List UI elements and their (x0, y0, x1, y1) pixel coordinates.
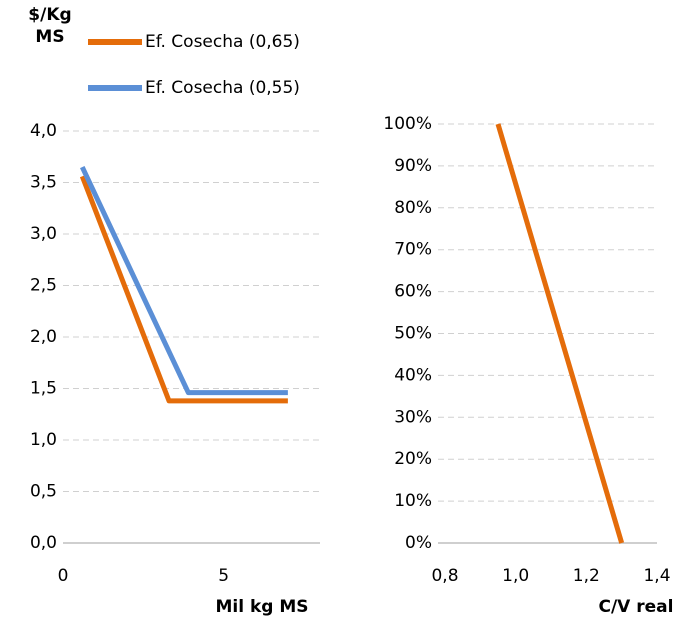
y-tick-label: 1,5 (30, 379, 57, 399)
line-series (495, 123, 625, 544)
x-tick-label: 5 (218, 566, 229, 586)
y-tick-label: 100% (383, 114, 432, 134)
y-tick-label: 70% (394, 240, 432, 260)
x-tick-label: 1,0 (502, 566, 529, 586)
y-tick-label: 4,0 (30, 121, 57, 141)
y-tick-label: 60% (394, 282, 432, 302)
x-tick-label: 1,4 (643, 566, 670, 586)
line-series (80, 165, 288, 396)
y-tick-label: 10% (394, 491, 432, 511)
y-tick-label: 3,5 (30, 173, 57, 193)
y-tick-label: 80% (394, 198, 432, 218)
legend-label: Ef. Cosecha (0,55) (145, 78, 300, 98)
y-tick-label: 0,5 (30, 482, 57, 502)
x-tick-label: 1,2 (573, 566, 600, 586)
x-axis-title: C/V real (599, 597, 674, 617)
y-tick-label: 40% (394, 365, 432, 385)
y-tick-label: 90% (394, 156, 432, 176)
y-tick-label: 3,0 (30, 224, 57, 244)
y-tick-label: 20% (394, 449, 432, 469)
y-tick-label: 0% (405, 533, 432, 553)
y-axis-title: $/Kg MS (28, 5, 72, 47)
y-tick-label: 30% (394, 407, 432, 427)
line-series (79, 175, 288, 404)
x-tick-label: 0 (58, 566, 69, 586)
y-tick-label: 1,0 (30, 430, 57, 450)
x-axis-title: Mil kg MS (215, 597, 308, 617)
legend-label: Ef. Cosecha (0,65) (145, 32, 300, 52)
y-tick-label: 0,0 (30, 533, 57, 553)
x-tick-label: 0,8 (431, 566, 458, 586)
y-tick-label: 2,0 (30, 327, 57, 347)
y-tick-label: 2,5 (30, 276, 57, 296)
y-tick-label: 50% (394, 324, 432, 344)
